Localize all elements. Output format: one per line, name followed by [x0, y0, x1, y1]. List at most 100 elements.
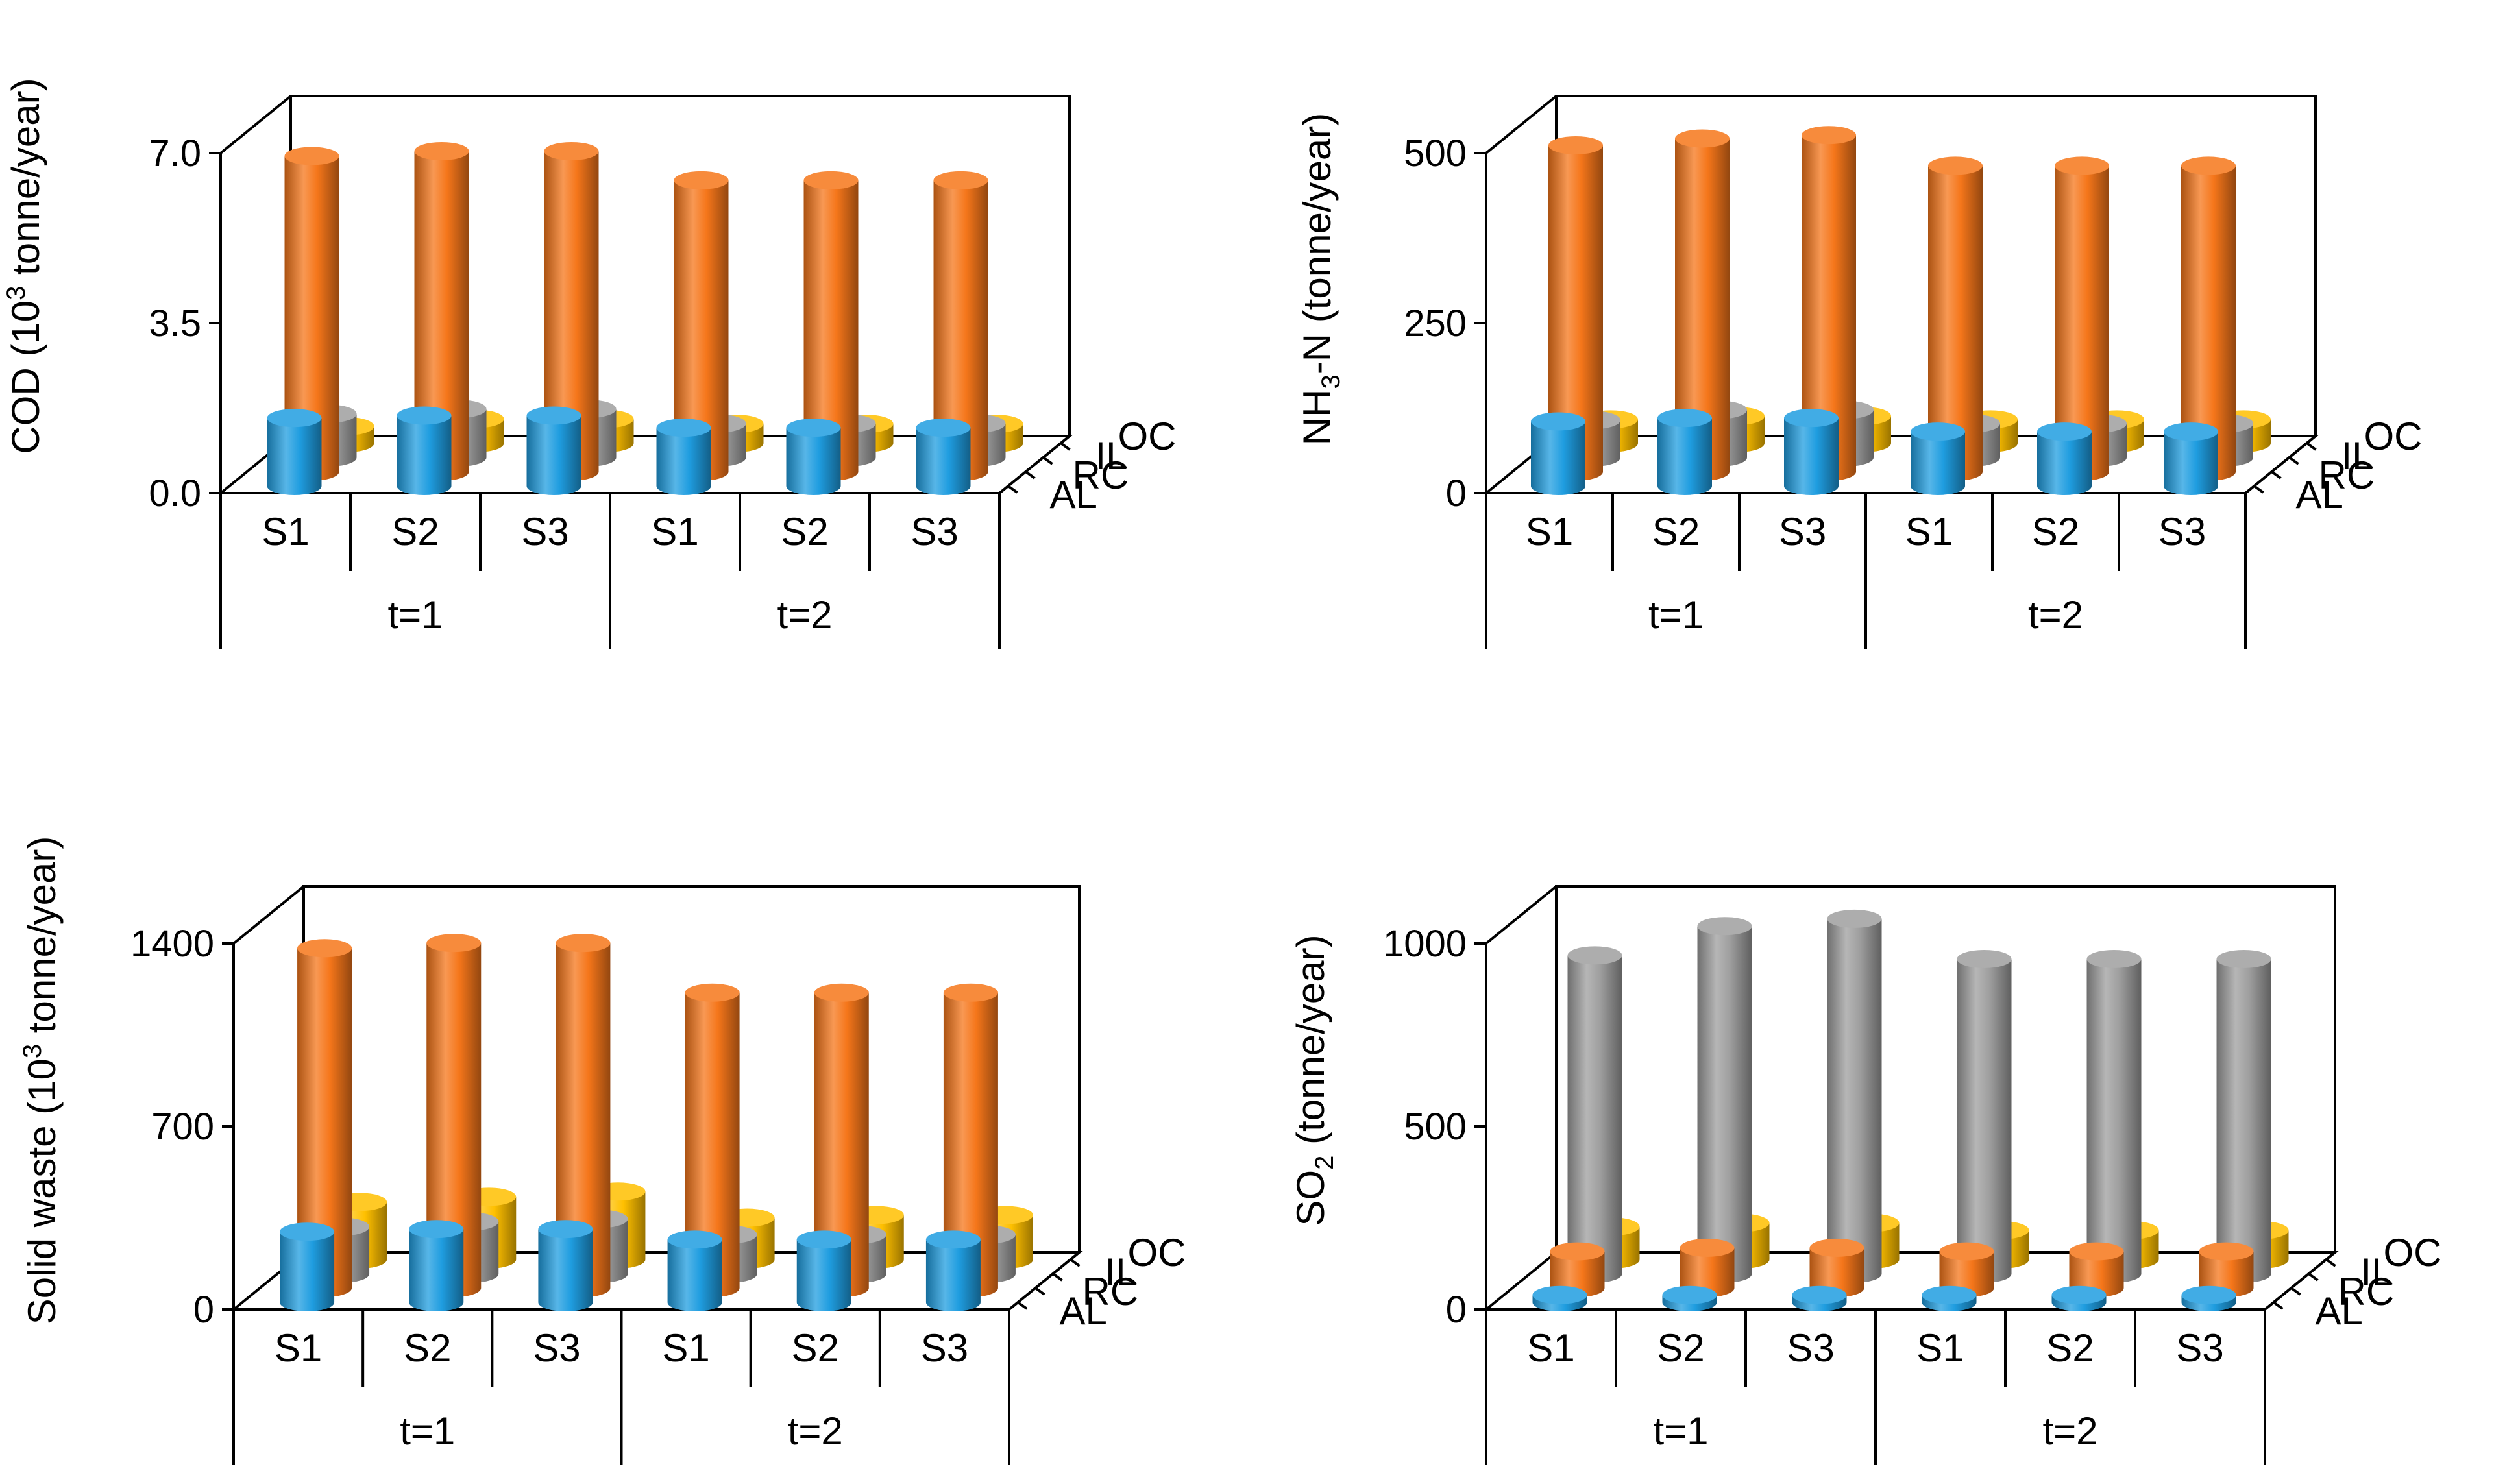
bar-al: [1531, 412, 1585, 495]
y-axis-label: COD (103 tonne/year): [2, 78, 47, 454]
bar-top: [2216, 949, 2271, 968]
depth-axis: [2264, 1251, 2336, 1311]
y-tick-label: 250: [1404, 302, 1467, 345]
depth-tick: [2308, 1272, 2319, 1282]
y-axis-label: SO2 (tonne/year): [1289, 934, 1339, 1226]
bar-top: [414, 141, 469, 160]
bar-al: [2037, 422, 2092, 495]
bar-top: [1809, 1238, 1864, 1257]
series-label-al: AL: [2296, 473, 2343, 517]
bar-il: [1567, 946, 1622, 1283]
bar-rc: [943, 983, 998, 1298]
bar-top: [2086, 949, 2142, 968]
y-axis-label: NH3-N (tonne/year): [1295, 113, 1345, 445]
bar-body: [943, 992, 998, 1298]
bar-body: [656, 428, 711, 496]
depth-tick: [2325, 1258, 2336, 1267]
depth-tick: [1007, 485, 1018, 494]
bar-top: [1957, 949, 2012, 968]
bar-top: [1657, 409, 1712, 428]
bar-body: [2086, 958, 2142, 1283]
category-label: S1: [1527, 1326, 1574, 1370]
series-label-il: IL: [1095, 434, 1128, 478]
y-tick-label: 1000: [1383, 923, 1467, 965]
depth-tick: [1034, 1287, 1045, 1296]
bar-body: [2069, 1251, 2124, 1298]
category-label: S3: [921, 1326, 968, 1370]
y-axis-label-part: Solid waste (10: [20, 1058, 64, 1324]
back-wall: [1555, 885, 2336, 1252]
y-axis-label-part: tonne/year): [20, 836, 64, 1044]
bar-body: [1567, 955, 1622, 1283]
bar-top: [284, 147, 339, 165]
bar-top: [1680, 1238, 1735, 1257]
bar-rc: [426, 934, 482, 1298]
depth-tick: [1017, 1301, 1028, 1310]
bar-al: [1532, 1285, 1587, 1311]
bar-top: [426, 934, 482, 953]
bar-top: [933, 171, 988, 189]
depth-tick: [2306, 442, 2317, 451]
bar-top: [2055, 156, 2109, 175]
bar-top: [409, 1220, 464, 1239]
series-label-oc: OC: [2384, 1231, 2442, 1274]
series-label-oc: OC: [1128, 1231, 1186, 1274]
category-label: S1: [1905, 510, 1953, 553]
category-label: S2: [2046, 1326, 2094, 1370]
series-label-oc: OC: [2364, 415, 2423, 458]
bar-al: [1922, 1285, 1977, 1311]
bar-top: [667, 1230, 722, 1249]
y-axis-label-subscript: 3: [1317, 374, 1345, 389]
y-axis-label-part: (tonne/year): [1289, 934, 1332, 1155]
bar-body: [1939, 1251, 1994, 1298]
category-label: S2: [781, 510, 828, 553]
bar-top: [2069, 1242, 2124, 1261]
bar-il: [1697, 917, 1752, 1283]
bar-body: [2216, 958, 2271, 1283]
bar-rc: [284, 147, 339, 481]
bar-body: [786, 428, 841, 496]
bar-top: [297, 939, 352, 958]
bar-body: [2181, 165, 2236, 481]
series-label-oc: OC: [1118, 415, 1177, 458]
bar-rc: [1928, 156, 1983, 481]
group-label: t=1: [387, 593, 443, 637]
bar-rc: [414, 141, 469, 481]
group-label: t=2: [777, 593, 832, 637]
bar-al: [2051, 1285, 2107, 1311]
bar-top: [280, 1222, 335, 1241]
bar-rc: [2055, 156, 2109, 481]
bar-body: [1802, 135, 1856, 481]
category-label: S3: [1787, 1326, 1834, 1370]
bar-body: [2055, 165, 2109, 481]
bar-rc: [1675, 129, 1730, 481]
bar-top: [1928, 156, 1983, 175]
chart-panel-solid-waste: 0 700 1400 Solid waste (103 tonne/year) S1 S2…: [18, 836, 1186, 1465]
bar-body: [1680, 1247, 1735, 1298]
bar-top: [656, 419, 711, 437]
chart-panel-nh3n: 0 250 500 NH3-N (tonne/year) S1 S2 S3 S1 S2 S3 t=1…: [1295, 95, 2423, 649]
bar-rc: [814, 983, 869, 1298]
bar-al: [267, 409, 322, 496]
depth-tick: [2271, 470, 2282, 480]
bar-body: [397, 415, 452, 496]
category-label: S1: [1916, 1326, 1964, 1370]
category-label: S1: [262, 510, 309, 553]
y-axis-label: Solid waste (103 tonne/year): [18, 836, 64, 1325]
bar-body: [916, 428, 971, 496]
category-label: S2: [391, 510, 439, 553]
bar-top: [2164, 422, 2218, 441]
y-tick-label: 3.5: [149, 302, 201, 345]
category-label: S2: [792, 1326, 839, 1370]
bar-top: [2051, 1285, 2107, 1304]
bar-top: [1567, 946, 1622, 965]
depth-tick: [1052, 1272, 1063, 1282]
bar-top: [1662, 1285, 1717, 1304]
y-tick-label: 500: [1404, 132, 1467, 175]
chart-panel-so2: 0 500 1000 SO2 (tonne/year) S1 S2 S3 S1 S2 S3 t=1 t…: [1289, 885, 2442, 1465]
bar-rc: [933, 171, 988, 481]
bar-rc: [556, 934, 611, 1298]
group-label: t=1: [1648, 593, 1704, 637]
bar-body: [667, 1239, 722, 1311]
bar-al: [397, 406, 452, 496]
